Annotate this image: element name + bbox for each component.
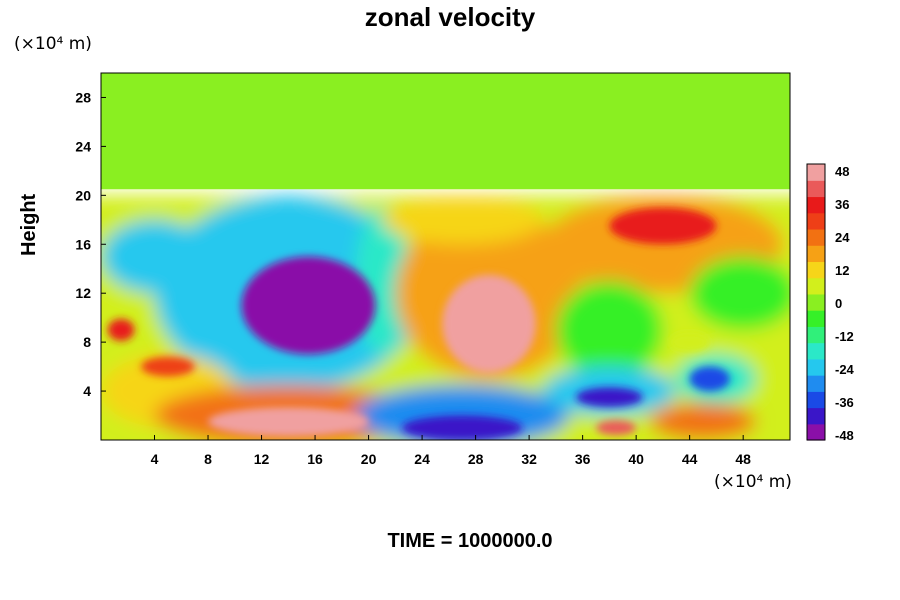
field-core [609,207,717,245]
colorbar-frame [806,163,826,441]
field-core [575,387,643,407]
x-tick-label: 44 [682,451,698,467]
colorbar-swatch [807,212,825,230]
colorbar-swatch [807,391,825,409]
x-tick-label: 36 [575,451,591,467]
field-patch [649,403,757,440]
colorbar-tick-label: 0 [835,296,842,311]
chart-title: zonal velocity [364,2,536,32]
colorbar-swatch [807,358,825,376]
field-core [669,332,710,352]
x-tick-label: 8 [204,451,212,467]
x-tick-label: 40 [628,451,644,467]
colorbar-swatch [807,342,825,360]
colorbar-swatch [807,375,825,392]
colorbar-swatch [807,423,825,441]
colorbar-swatch [807,245,825,263]
field-patch [381,195,543,245]
field-patch [689,256,790,330]
velocity-field [101,73,790,440]
x-tick-label: 24 [414,451,430,467]
field-core [241,256,376,355]
plot-frame [100,72,791,441]
field-core [596,420,637,436]
field-core [689,366,730,392]
x-tick-label: 32 [521,451,537,467]
y-tick-label: 4 [83,383,91,399]
x-tick-label: 48 [735,451,751,467]
y-tick-label: 16 [75,236,91,252]
x-tick-label: 16 [307,451,323,467]
x-tick-label: 28 [468,451,484,467]
x-tick-label: 12 [254,451,270,467]
colorbar-swatch [807,277,825,295]
x-axis-unit: (×10⁴ m) [714,472,792,492]
field-patch [101,219,209,294]
colorbar-swatch [807,407,825,425]
colorbar-swatch [807,164,825,181]
colorbar-swatch [807,196,825,214]
time-label: TIME = 1000000.0 [387,530,553,552]
field-patch [555,280,663,379]
colorbar-swatch [807,293,825,311]
y-axis-ticks: 4 8 12 16 20 24 28 [75,89,106,399]
colorbar-tick-label: 24 [835,230,850,245]
colorbar-swatch [807,180,825,198]
colorbar-swatch [807,310,825,327]
colorbar-swatch [807,261,825,279]
field-core [141,356,195,377]
colorbar-tick-label: -36 [835,395,854,410]
field-core [107,318,135,341]
y-axis-unit: (×10⁴ m) [14,34,92,54]
x-axis-ticks: 4 8 12 16 20 24 28 32 36 40 44 48 [151,435,751,467]
x-tick-label: 20 [361,451,377,467]
field-upper-region [101,73,790,190]
y-tick-label: 12 [75,285,91,301]
field-core [402,415,523,440]
y-tick-label: 24 [75,138,91,154]
field-core [442,274,536,373]
colorbar-tick-label: 48 [835,164,849,179]
colorbar-tick-label: -12 [835,329,854,344]
field-core [208,406,369,437]
y-tick-label: 20 [75,187,91,203]
x-tick-label: 4 [151,451,159,467]
colorbar-tick-label: -24 [835,362,855,377]
colorbar-swatch [807,326,825,344]
colorbar-swatch [807,228,825,246]
colorbar: 48 36 24 12 0 -12 -24 -36 -48 [806,163,855,443]
colorbar-tick-label: 36 [835,197,849,212]
y-tick-label: 28 [75,89,91,105]
colorbar-tick-label: 12 [835,263,849,278]
y-tick-label: 8 [83,334,91,350]
colorbar-tick-label: -48 [835,428,854,443]
